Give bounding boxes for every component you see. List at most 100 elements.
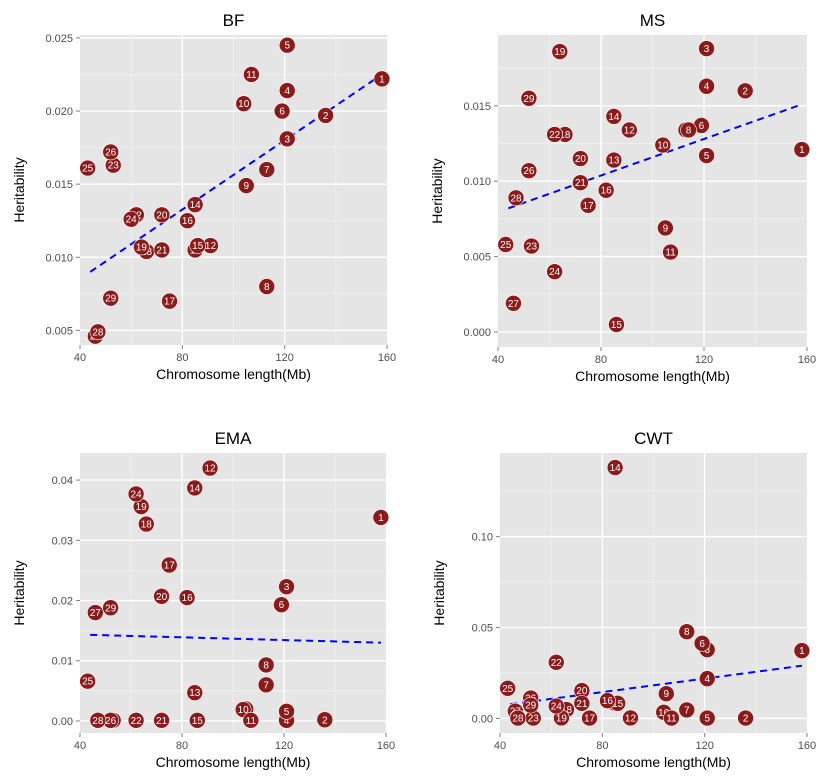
bf-point-label: 4 bbox=[284, 86, 290, 97]
bf-point-24: 24 bbox=[122, 210, 140, 228]
cwt-point-label: 17 bbox=[584, 714, 596, 725]
cwt-point-8: 8 bbox=[678, 623, 696, 641]
ms-point-marker bbox=[520, 162, 538, 179]
ms-point-marker bbox=[505, 294, 522, 312]
ms-point-label: 8 bbox=[686, 125, 692, 136]
cwt-point-21: 21 bbox=[573, 695, 591, 712]
ema-point-marker bbox=[278, 703, 295, 720]
bf-point-label: 7 bbox=[264, 165, 270, 176]
ema-x-axis-title: Chromosome length(Mb) bbox=[156, 754, 311, 770]
cwt-point-label: 7 bbox=[684, 705, 690, 716]
ms-x-tick-label: 120 bbox=[695, 354, 713, 366]
bf-point-label: 19 bbox=[136, 243, 148, 254]
cwt-point-11: 11 bbox=[663, 709, 680, 727]
ms-point-label: 9 bbox=[663, 223, 669, 234]
ema-point-label: 20 bbox=[156, 592, 168, 603]
ms-point-24: 24 bbox=[546, 263, 563, 280]
ms-point-16: 16 bbox=[597, 181, 615, 199]
ema-point-22: 22 bbox=[127, 712, 145, 729]
bf-point-marker bbox=[235, 95, 253, 113]
ema-point-7: 7 bbox=[257, 676, 275, 694]
cwt-point-25: 25 bbox=[499, 679, 516, 697]
ema-point-label: 8 bbox=[263, 660, 269, 671]
ema-point-marker bbox=[257, 676, 275, 694]
ms-point-label: 10 bbox=[657, 141, 669, 152]
ms-y-tick-label: 0.015 bbox=[463, 101, 491, 113]
ema-point-label: 26 bbox=[105, 716, 117, 727]
ema-y-axis-title: Heritability bbox=[11, 560, 27, 625]
ms-point-marker bbox=[621, 121, 638, 139]
bf-x-tick-label: 120 bbox=[275, 352, 293, 364]
ema-point-label: 18 bbox=[141, 520, 153, 531]
ms-point-label: 21 bbox=[575, 178, 587, 189]
bf-x-axis-title: Chromosome length(Mb) bbox=[156, 366, 311, 382]
ms-point-marker bbox=[654, 136, 672, 154]
bf-point-label: 23 bbox=[108, 161, 120, 172]
bf-point-marker bbox=[243, 66, 260, 83]
bf-point-label: 10 bbox=[238, 99, 250, 110]
bf-point-label: 17 bbox=[164, 297, 176, 308]
ema-point-label: 29 bbox=[105, 603, 117, 614]
bf-point-11: 11 bbox=[243, 66, 260, 83]
ema-point-label: 2 bbox=[322, 715, 328, 726]
ema-point-13: 13 bbox=[186, 684, 204, 701]
cwt-point-label: 18 bbox=[561, 705, 573, 716]
bf-point-marker bbox=[258, 278, 276, 295]
cwt-x-axis-title: Chromosome length(Mb) bbox=[576, 754, 731, 770]
bf-point-label: 15 bbox=[192, 241, 204, 252]
bf-point-label: 12 bbox=[205, 241, 217, 252]
ema-point-28: 28 bbox=[89, 712, 107, 729]
bf-point-2: 2 bbox=[317, 107, 334, 124]
ema-point-5: 5 bbox=[278, 703, 295, 720]
bf-x-tick-label: 40 bbox=[74, 352, 86, 364]
cwt-y-tick-label: 0.00 bbox=[472, 713, 493, 725]
cwt-point-7: 7 bbox=[678, 701, 696, 719]
ema-point-18: 18 bbox=[138, 515, 155, 533]
bf-point-26: 26 bbox=[102, 143, 119, 161]
ms-point-label: 6 bbox=[699, 121, 705, 132]
ms-point-13: 13 bbox=[605, 151, 623, 169]
bf-point-label: 5 bbox=[284, 41, 290, 52]
bf-point-19: 19 bbox=[133, 238, 150, 256]
ms-y-axis-title: Heritability bbox=[429, 158, 445, 223]
ema-point-marker bbox=[316, 711, 334, 729]
bf-point-label: 21 bbox=[156, 245, 168, 256]
ms-point-marker bbox=[680, 121, 697, 139]
bf-point-marker bbox=[122, 210, 140, 228]
ema-point-6: 6 bbox=[273, 596, 290, 614]
ms-point-2: 2 bbox=[736, 82, 754, 100]
ms-point-label: 12 bbox=[624, 125, 636, 136]
ms-point-21: 21 bbox=[572, 174, 589, 192]
ema-y-tick-label: 0.00 bbox=[52, 716, 73, 728]
ms-point-label: 13 bbox=[608, 156, 620, 167]
ms-point-marker bbox=[572, 150, 589, 167]
ema-point-14: 14 bbox=[186, 479, 204, 497]
ema-y-tick-label: 0.03 bbox=[52, 535, 73, 547]
ms-point-marker bbox=[546, 263, 563, 280]
bf-point-label: 11 bbox=[246, 70, 257, 81]
cwt-point-label: 9 bbox=[664, 689, 670, 700]
bf-title: BF bbox=[223, 11, 245, 30]
ms-point-label: 25 bbox=[500, 240, 512, 251]
bf-point-10: 10 bbox=[235, 95, 253, 113]
cwt-point-marker bbox=[547, 653, 565, 671]
ms-point-label: 4 bbox=[704, 82, 710, 93]
ema-point-marker bbox=[189, 712, 206, 729]
cwt-point-label: 6 bbox=[699, 639, 705, 650]
ms-x-tick-label: 160 bbox=[798, 354, 816, 366]
bf-point-label: 24 bbox=[126, 215, 138, 226]
ema-x-tick-label: 80 bbox=[176, 740, 188, 752]
ms-point-label: 3 bbox=[704, 44, 710, 55]
cwt-point-label: 25 bbox=[502, 684, 514, 695]
ema-trend-line bbox=[90, 633, 381, 644]
bf-point-6: 6 bbox=[273, 102, 291, 120]
cwt-point-marker bbox=[678, 701, 696, 719]
ema-point-25: 25 bbox=[79, 672, 96, 690]
bf-point-label: 20 bbox=[156, 210, 168, 221]
ms-point-marker bbox=[551, 43, 569, 60]
bf-point-marker bbox=[278, 82, 296, 99]
bf-point-label: 2 bbox=[323, 111, 329, 122]
bf-point-25: 25 bbox=[79, 159, 96, 177]
cwt-point-label: 15 bbox=[612, 699, 624, 710]
